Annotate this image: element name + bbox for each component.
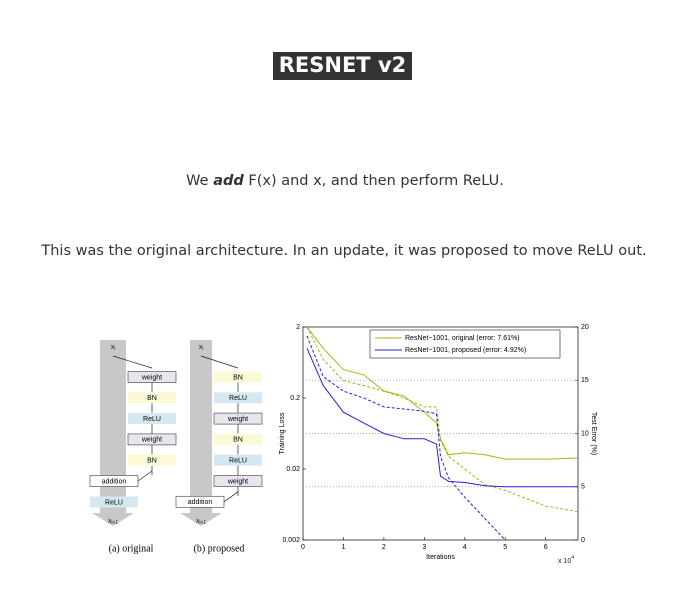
- skip-arrow: [92, 513, 134, 526]
- block: [128, 413, 176, 425]
- x-tick-label: 1: [341, 544, 345, 551]
- connector: [137, 470, 153, 482]
- block: [128, 454, 176, 466]
- input-label: xl: [111, 344, 116, 352]
- subscript: l: [202, 346, 203, 352]
- block-label: weight: [227, 416, 248, 423]
- skip-arrow: [180, 513, 222, 526]
- block-label: BN: [233, 437, 243, 444]
- x-axis-label: Iterations: [426, 554, 455, 561]
- block-label: BN: [147, 395, 157, 402]
- paragraph: We add F(x) and x, and then perform ReLU…: [186, 173, 504, 189]
- text: F(x) and x, and then perform ReLU.: [244, 173, 504, 189]
- y2-tick-label: 10: [581, 430, 589, 437]
- error-line: [306, 327, 578, 460]
- output-label: xl+1: [108, 518, 119, 526]
- y2-tick-label: 20: [581, 324, 589, 331]
- addition-label: addition: [102, 478, 127, 485]
- text: We: [186, 173, 213, 189]
- caption: (a) original: [109, 543, 154, 554]
- x-tick-label: 0: [301, 544, 305, 551]
- block: [214, 454, 262, 466]
- title: RESNET v2: [279, 53, 407, 77]
- legend-label: ResNet−1001, original (error: 7.61%): [405, 335, 520, 342]
- block-label: BN: [233, 374, 243, 381]
- y-axis-label: Training Loss: [279, 412, 286, 454]
- block-label: weight: [141, 437, 162, 444]
- legend-label: ResNet−1001, proposed (error: 4.92%): [405, 347, 526, 354]
- text: x 10: [558, 558, 571, 565]
- title-box: [273, 52, 412, 80]
- block: [214, 392, 262, 404]
- x-tick-label: 4: [463, 544, 467, 551]
- error-line: [306, 348, 578, 488]
- loss-line: [306, 335, 506, 540]
- addition-label: addition: [188, 499, 213, 506]
- x-multiplier: x 104: [558, 555, 574, 565]
- block: [90, 496, 138, 508]
- y-tick-label: 0.2: [290, 395, 300, 402]
- connector: [223, 491, 239, 503]
- loss-line: [306, 327, 578, 513]
- paragraph: This was the original architecture. In a…: [40, 243, 646, 259]
- connector: [200, 355, 239, 369]
- output-label: xl+1: [196, 518, 207, 526]
- subscript: l+1: [199, 520, 206, 526]
- legend-box: [369, 329, 561, 359]
- text: x: [196, 518, 200, 525]
- block-label: ReLU: [143, 416, 161, 423]
- block-label: ReLU: [229, 395, 247, 402]
- text: x: [108, 518, 112, 525]
- block-label: ReLU: [229, 458, 247, 465]
- skip-path: [190, 340, 212, 515]
- x-tick-label: 5: [503, 544, 507, 551]
- text: x: [111, 344, 115, 351]
- block-label: BN: [147, 458, 157, 465]
- connector: [112, 355, 153, 369]
- emphasis: add: [213, 173, 244, 189]
- block-label: weight: [227, 478, 248, 485]
- skip-path: [100, 340, 126, 515]
- block: [214, 371, 262, 383]
- subscript: l: [114, 346, 115, 352]
- block-label: weight: [141, 374, 162, 381]
- y2-tick-label: 15: [581, 377, 589, 384]
- plot-frame: [302, 326, 579, 541]
- superscript: 4: [571, 555, 574, 561]
- input-label: xl: [199, 344, 204, 352]
- y-tick-label: 0.02: [286, 466, 300, 473]
- y2-tick-label: 0: [581, 537, 585, 544]
- text: x: [199, 344, 203, 351]
- y-tick-label: 0.002: [282, 537, 300, 544]
- x-tick-label: 3: [422, 544, 426, 551]
- y2-tick-label: 5: [581, 484, 585, 491]
- y2-axis-label: Test Error (%): [590, 412, 597, 455]
- x-tick-label: 2: [382, 544, 386, 551]
- x-tick-label: 6: [544, 544, 548, 551]
- block: [128, 392, 176, 404]
- caption: (b) proposed: [194, 543, 245, 554]
- block-label: ReLU: [105, 499, 123, 506]
- y-tick-label: 2: [296, 324, 300, 331]
- subscript: l+1: [111, 520, 118, 526]
- block: [214, 433, 262, 445]
